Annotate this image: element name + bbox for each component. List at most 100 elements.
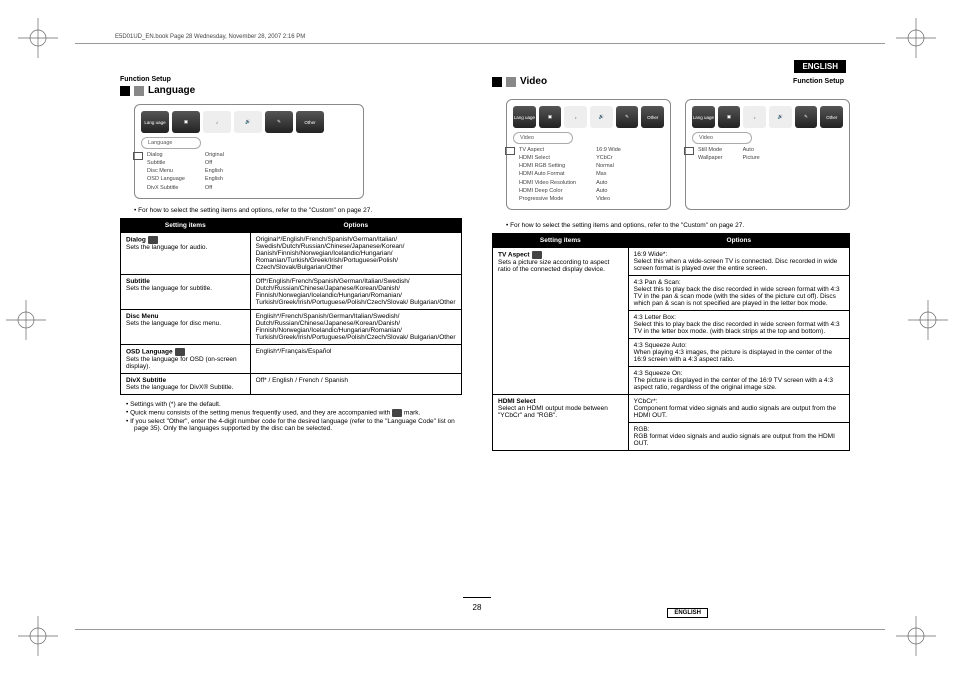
menu-item-value: Normal bbox=[596, 163, 621, 170]
menu-item-label: Still Mode bbox=[698, 147, 723, 154]
footnotes: Settings with (*) are the default.Quick … bbox=[120, 401, 462, 432]
menu-label: Video bbox=[513, 132, 573, 144]
setting-item-cell: DialogSets the language for audio. bbox=[121, 232, 251, 274]
crop-mark-bl bbox=[18, 616, 58, 656]
th-options: Options bbox=[628, 233, 849, 247]
menu-item-label: HDMI Video Resolution bbox=[519, 180, 576, 187]
menu-tab: Lang uage bbox=[513, 106, 536, 128]
black-square-icon bbox=[492, 77, 502, 87]
menu-item-value: English bbox=[205, 168, 224, 175]
menu-item-value: 16:9 Wide bbox=[596, 147, 621, 154]
menu-item-label: DivX Subtitle bbox=[147, 185, 185, 192]
menu-tab: ▣ bbox=[172, 111, 200, 133]
header-rule bbox=[75, 43, 885, 44]
menu-tab: ✎ bbox=[616, 106, 639, 128]
menu-item-value: Picture bbox=[743, 155, 760, 162]
menu-item-value: Auto bbox=[596, 188, 621, 195]
setting-item-cell: OSD LanguageSets the language for OSD (o… bbox=[121, 344, 251, 373]
menu-label: Language bbox=[141, 137, 201, 149]
menu-item-value: Off bbox=[205, 185, 224, 192]
left-column: Function Setup Language Lang uage▣♪🔊✎Oth… bbox=[120, 76, 462, 451]
quick-mark-icon bbox=[175, 348, 185, 356]
section-title-video: Video bbox=[492, 76, 850, 87]
crop-mark-tr bbox=[896, 18, 936, 58]
menu-screenshot-language: Lang uage▣♪🔊✎Other Language DialogSubtit… bbox=[134, 104, 364, 199]
page-meta: E5D01UD_EN.book Page 28 Wednesday, Novem… bbox=[115, 34, 305, 40]
th-setting-items: Setting items bbox=[493, 233, 629, 247]
note-line: • For how to select the setting items an… bbox=[506, 222, 850, 229]
menu-item-label: OSD Language bbox=[147, 176, 185, 183]
menu-tab: 🔊 bbox=[234, 111, 262, 133]
menu-tab: ▣ bbox=[718, 106, 741, 128]
setting-item-cell: Disc MenuSets the language for disc menu… bbox=[121, 309, 251, 344]
th-setting-items: Setting items bbox=[121, 218, 251, 232]
menu-label: Video bbox=[692, 132, 752, 144]
options-cell: Off*/English/French/Spanish/German/Itali… bbox=[250, 274, 461, 309]
note-line: • For how to select the setting items an… bbox=[134, 207, 462, 214]
crop-mark-br bbox=[896, 616, 936, 656]
settings-table-video: Setting items Options TV AspectSets a pi… bbox=[492, 233, 850, 451]
black-square-icon bbox=[120, 86, 130, 96]
th-options: Options bbox=[250, 218, 461, 232]
footnote-item: If you select "Other", enter the 4-digit… bbox=[120, 418, 462, 432]
options-cell: YCbCr*:Component format video signals an… bbox=[628, 394, 849, 450]
settings-table-language: Setting items Options DialogSets the lan… bbox=[120, 218, 462, 395]
menu-item-label: Progressive Mode bbox=[519, 196, 576, 203]
content-area: Function Setup Language Lang uage▣♪🔊✎Oth… bbox=[120, 76, 850, 451]
menu-tab: Other bbox=[296, 111, 324, 133]
footer-rule bbox=[75, 629, 885, 630]
menu-screenshot-video-1: Lang uage▣♪🔊✎Other Video TV AspectHDMI S… bbox=[506, 99, 671, 210]
crop-mark-mr bbox=[908, 300, 948, 340]
menu-tab: ✎ bbox=[795, 106, 818, 128]
title-text: Language bbox=[148, 85, 195, 96]
menu-item-value: Original bbox=[205, 152, 224, 159]
menu-item-value: Auto bbox=[743, 147, 760, 154]
menu-item-label: HDMI Deep Color bbox=[519, 188, 576, 195]
menu-item-label: HDMI Auto Format bbox=[519, 171, 576, 178]
page-number: 28 bbox=[473, 603, 482, 612]
setting-item-cell: DivX SubtitleSets the language for DivX®… bbox=[121, 373, 251, 394]
menu-item-label: Wallpaper bbox=[698, 155, 723, 162]
setting-item-cell: SubtitleSets the language for subtitle. bbox=[121, 274, 251, 309]
quick-mark-icon bbox=[148, 236, 158, 244]
options-cell: English*/Français/Español bbox=[250, 344, 461, 373]
menu-item-value: Off bbox=[205, 160, 224, 167]
menu-tab: Other bbox=[820, 106, 843, 128]
title-text: Video bbox=[520, 76, 547, 87]
menu-tab: Lang uage bbox=[692, 106, 715, 128]
menu-item-value: English bbox=[205, 176, 224, 183]
options-cell: 16:9 Wide*:Select this when a wide-scree… bbox=[628, 247, 849, 394]
english-tag: ENGLISH bbox=[794, 60, 846, 73]
setting-item-cell: HDMI SelectSelect an HDMI output mode be… bbox=[493, 394, 629, 450]
menu-item-value: Video bbox=[596, 196, 621, 203]
quick-mark-icon bbox=[532, 251, 542, 259]
menu-tab: ♪ bbox=[743, 106, 766, 128]
menu-item-label: TV Aspect bbox=[519, 147, 576, 154]
quick-mark-icon bbox=[392, 409, 402, 417]
crop-mark-tl bbox=[18, 18, 58, 58]
menu-tab: ✎ bbox=[265, 111, 293, 133]
options-cell: Off* / English / French / Spanish bbox=[250, 373, 461, 394]
menu-item-value: Auto bbox=[596, 180, 621, 187]
grey-square-icon bbox=[506, 77, 516, 87]
menu-tab: ▣ bbox=[539, 106, 562, 128]
menu-item-label: Dialog bbox=[147, 152, 185, 159]
menu-item-value: YCbCr bbox=[596, 155, 621, 162]
menu-tab: ♪ bbox=[564, 106, 587, 128]
menu-item-value: Max bbox=[596, 171, 621, 178]
footnote-item: Settings with (*) are the default. bbox=[120, 401, 462, 408]
menu-tab: ♪ bbox=[203, 111, 231, 133]
function-setup-left: Function Setup bbox=[120, 76, 462, 83]
footnote-item: Quick menu consists of the setting menus… bbox=[120, 409, 462, 417]
grey-square-icon bbox=[134, 86, 144, 96]
english-bottom-tag: ENGLISH bbox=[667, 608, 708, 618]
setting-item-cell: TV AspectSets a picture size according t… bbox=[493, 247, 629, 394]
crop-mark-ml bbox=[6, 300, 46, 340]
menu-tab: Lang uage bbox=[141, 111, 169, 133]
menu-screenshot-video-2: Lang uage▣♪🔊✎Other Video Still ModeWallp… bbox=[685, 99, 850, 210]
section-title-language: Language bbox=[120, 85, 462, 96]
menu-tab: 🔊 bbox=[769, 106, 792, 128]
menu-item-label: Disc Menu bbox=[147, 168, 185, 175]
menu-item-label: HDMI RGB Setting bbox=[519, 163, 576, 170]
menu-tab: Other bbox=[641, 106, 664, 128]
